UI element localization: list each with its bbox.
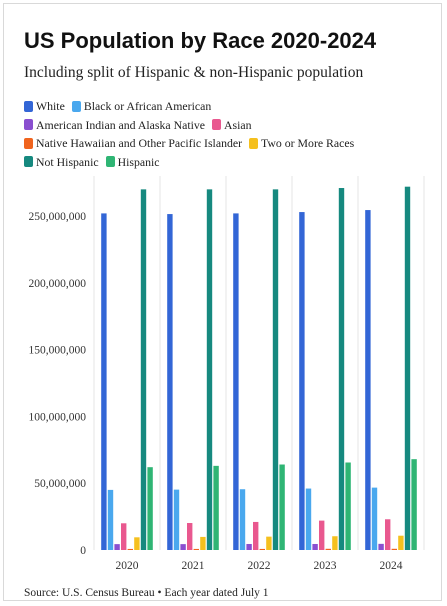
legend-swatch bbox=[24, 119, 33, 131]
bar-black-or-african-american-2023 bbox=[305, 488, 312, 550]
legend-row: Native Hawaiian and Other Pacific Island… bbox=[24, 134, 434, 153]
bar-native-hawaiian-and-other-pacific-islander-2022 bbox=[259, 548, 265, 550]
bar-native-hawaiian-and-other-pacific-islander-2021 bbox=[193, 548, 199, 550]
chart-title: US Population by Race 2020-2024 bbox=[24, 28, 377, 53]
bar-two-or-more-races-2020 bbox=[134, 537, 140, 550]
legend-swatch bbox=[105, 156, 115, 168]
bar-asian-2024 bbox=[385, 519, 391, 550]
bar-american-indian-and-alaska-native-2021 bbox=[180, 544, 186, 550]
bar-not-hispanic-2022 bbox=[272, 189, 279, 550]
bar-american-indian-and-alaska-native-2024 bbox=[378, 543, 384, 550]
bar-black-or-african-american-2020 bbox=[107, 489, 114, 550]
bar-black-or-african-american-2022 bbox=[239, 489, 246, 550]
legend-item-native-hawaiian-and-other-pacific-islander: Native Hawaiian and Other Pacific Island… bbox=[24, 134, 242, 153]
x-tick-label: 2024 bbox=[380, 560, 403, 572]
legend-row: Not Hispanic Hispanic bbox=[24, 153, 434, 172]
bar-native-hawaiian-and-other-pacific-islander-2020 bbox=[127, 548, 133, 550]
legend-label: American Indian and Alaska Native bbox=[36, 117, 206, 132]
legend-item-black-or-african-american: Black or African American bbox=[71, 97, 212, 116]
bar-white-2023 bbox=[299, 212, 305, 551]
chart-legend: White Black or African American American I… bbox=[24, 97, 434, 171]
legend-label: Black or African American bbox=[83, 99, 212, 113]
bar-asian-2022 bbox=[253, 521, 259, 550]
legend-label: Two or More Races bbox=[261, 136, 355, 150]
legend-item-not-hispanic: Not Hispanic bbox=[24, 153, 99, 172]
source-note: Source: U.S. Census Bureau • Each year d… bbox=[24, 587, 269, 599]
bar-american-indian-and-alaska-native-2022 bbox=[246, 543, 252, 550]
legend-label: White bbox=[36, 99, 65, 113]
x-tick-label: 2023 bbox=[314, 560, 337, 572]
y-tick-label: 0 bbox=[80, 545, 86, 557]
bar-hispanic-2022 bbox=[279, 464, 285, 550]
bar-hispanic-2023 bbox=[345, 462, 351, 550]
legend-swatch bbox=[249, 137, 259, 149]
bar-two-or-more-races-2022 bbox=[266, 536, 272, 550]
legend-item-asian: Asian bbox=[212, 116, 252, 135]
y-tick-label: 250,000,000 bbox=[29, 211, 87, 223]
legend-swatch bbox=[71, 100, 81, 112]
bar-not-hispanic-2021 bbox=[206, 189, 213, 550]
bar-not-hispanic-2020 bbox=[140, 189, 147, 550]
y-tick-label: 50,000,000 bbox=[34, 478, 86, 490]
bar-not-hispanic-2023 bbox=[338, 188, 345, 550]
legend-label: Native Hawaiian and Other Pacific Island… bbox=[36, 136, 243, 150]
y-tick-label: 150,000,000 bbox=[29, 345, 87, 357]
legend-swatch bbox=[24, 137, 33, 149]
legend-item-two-or-more-races: Two or More Races bbox=[249, 134, 354, 153]
bar-asian-2020 bbox=[121, 523, 127, 550]
legend-swatch bbox=[24, 100, 33, 112]
bar-native-hawaiian-and-other-pacific-islander-2023 bbox=[325, 548, 331, 550]
legend-swatch bbox=[24, 156, 33, 168]
bar-asian-2021 bbox=[187, 523, 193, 550]
bar-two-or-more-races-2024 bbox=[398, 535, 404, 550]
x-tick-label: 2020 bbox=[116, 560, 139, 572]
bar-american-indian-and-alaska-native-2023 bbox=[312, 543, 318, 550]
legend-label: Hispanic bbox=[117, 154, 160, 169]
bar-black-or-african-american-2021 bbox=[173, 489, 180, 550]
bar-two-or-more-races-2023 bbox=[332, 536, 338, 550]
x-tick-label: 2022 bbox=[248, 560, 271, 572]
bar-white-2021 bbox=[167, 214, 173, 550]
bar-two-or-more-races-2021 bbox=[200, 536, 206, 550]
bar-hispanic-2024 bbox=[411, 459, 417, 550]
bar-white-2022 bbox=[233, 213, 239, 550]
bar-asian-2023 bbox=[319, 520, 325, 550]
bar-black-or-african-american-2024 bbox=[371, 487, 378, 550]
legend-row: White Black or African American bbox=[24, 97, 434, 116]
y-tick-label: 100,000,000 bbox=[29, 411, 87, 423]
chart-frame bbox=[3, 3, 442, 601]
legend-item-hispanic: Hispanic bbox=[105, 153, 160, 172]
bar-american-indian-and-alaska-native-2020 bbox=[114, 544, 120, 550]
bar-native-hawaiian-and-other-pacific-islander-2024 bbox=[391, 548, 397, 550]
legend-row: American Indian and Alaska Native Asian bbox=[24, 116, 434, 135]
legend-label: Asian bbox=[224, 117, 252, 132]
bar-white-2020 bbox=[101, 213, 107, 550]
x-tick-label: 2021 bbox=[182, 560, 205, 572]
bar-white-2024 bbox=[365, 210, 371, 550]
bar-hispanic-2021 bbox=[213, 465, 219, 550]
bar-not-hispanic-2024 bbox=[404, 186, 411, 550]
legend-item-white: White bbox=[24, 97, 65, 116]
legend-item-american-indian-and-alaska-native: American Indian and Alaska Native bbox=[24, 116, 205, 135]
legend-swatch bbox=[212, 119, 222, 131]
chart-subtitle: Including split of Hispanic & non-Hispan… bbox=[24, 64, 364, 81]
y-tick-label: 200,000,000 bbox=[29, 278, 87, 290]
legend-label: Not Hispanic bbox=[36, 154, 99, 169]
bar-hispanic-2020 bbox=[147, 467, 153, 550]
